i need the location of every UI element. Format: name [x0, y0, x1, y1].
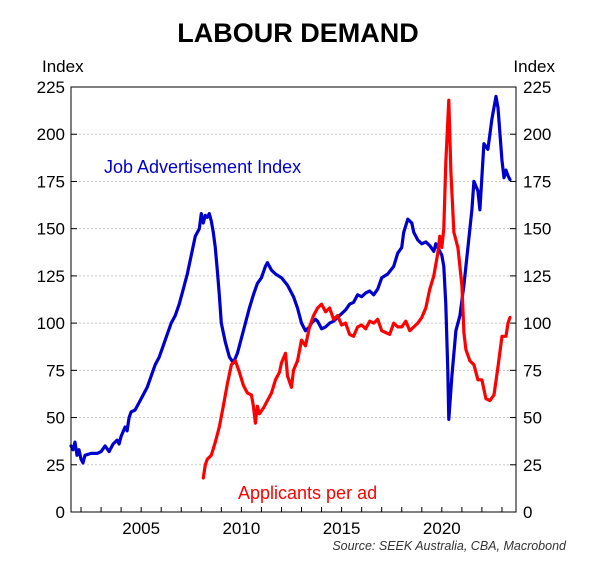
y-tick-label-left: 25	[46, 456, 65, 475]
series-lines	[69, 94, 512, 480]
series-label-job-ads: Job Advertisement Index	[104, 157, 301, 177]
y-tick-label-right: 0	[523, 503, 532, 522]
y-tick-label-right: 150	[523, 220, 551, 239]
axis-ticks: 0 0 25 25 50 50 75 75 100 100 125 125 150 150 175 175 20…	[37, 78, 552, 538]
y-tick-label-right: 75	[523, 361, 542, 380]
y-tick-label-right: 50	[523, 409, 542, 428]
series-line-job-ads	[69, 94, 512, 465]
y-axis-label-right: Index	[513, 57, 555, 76]
series-label-applicants: Applicants per ad	[238, 483, 377, 503]
x-tick-label: 2015	[323, 519, 361, 538]
y-tick-label-right: 200	[523, 125, 551, 144]
y-tick-label-left: 200	[37, 125, 65, 144]
y-tick-label-left: 0	[56, 503, 65, 522]
y-tick-label-left: 150	[37, 220, 65, 239]
y-tick-label-left: 50	[46, 409, 65, 428]
y-tick-label-left: 175	[37, 172, 65, 191]
y-axis-label-left: Index	[42, 57, 84, 76]
chart-title: LABOUR DEMAND	[177, 18, 418, 48]
y-tick-label-right: 125	[523, 267, 551, 286]
x-tick-label: 2005	[122, 519, 160, 538]
y-tick-label-left: 125	[37, 267, 65, 286]
y-tick-label-right: 225	[523, 78, 551, 97]
y-tick-label-left: 100	[37, 314, 65, 333]
source-note: Source: SEEK Australia, CBA, Macrobond	[332, 539, 567, 553]
y-tick-label-left: 225	[37, 78, 65, 97]
y-tick-label-right: 175	[523, 172, 551, 191]
y-tick-label-right: 25	[523, 456, 542, 475]
plot-frame	[70, 86, 517, 513]
x-tick-label: 2010	[222, 519, 260, 538]
y-tick-label-right: 100	[523, 314, 551, 333]
series-line-applicants	[201, 98, 512, 480]
x-tick-label: 2020	[423, 519, 461, 538]
y-tick-label-left: 75	[46, 361, 65, 380]
